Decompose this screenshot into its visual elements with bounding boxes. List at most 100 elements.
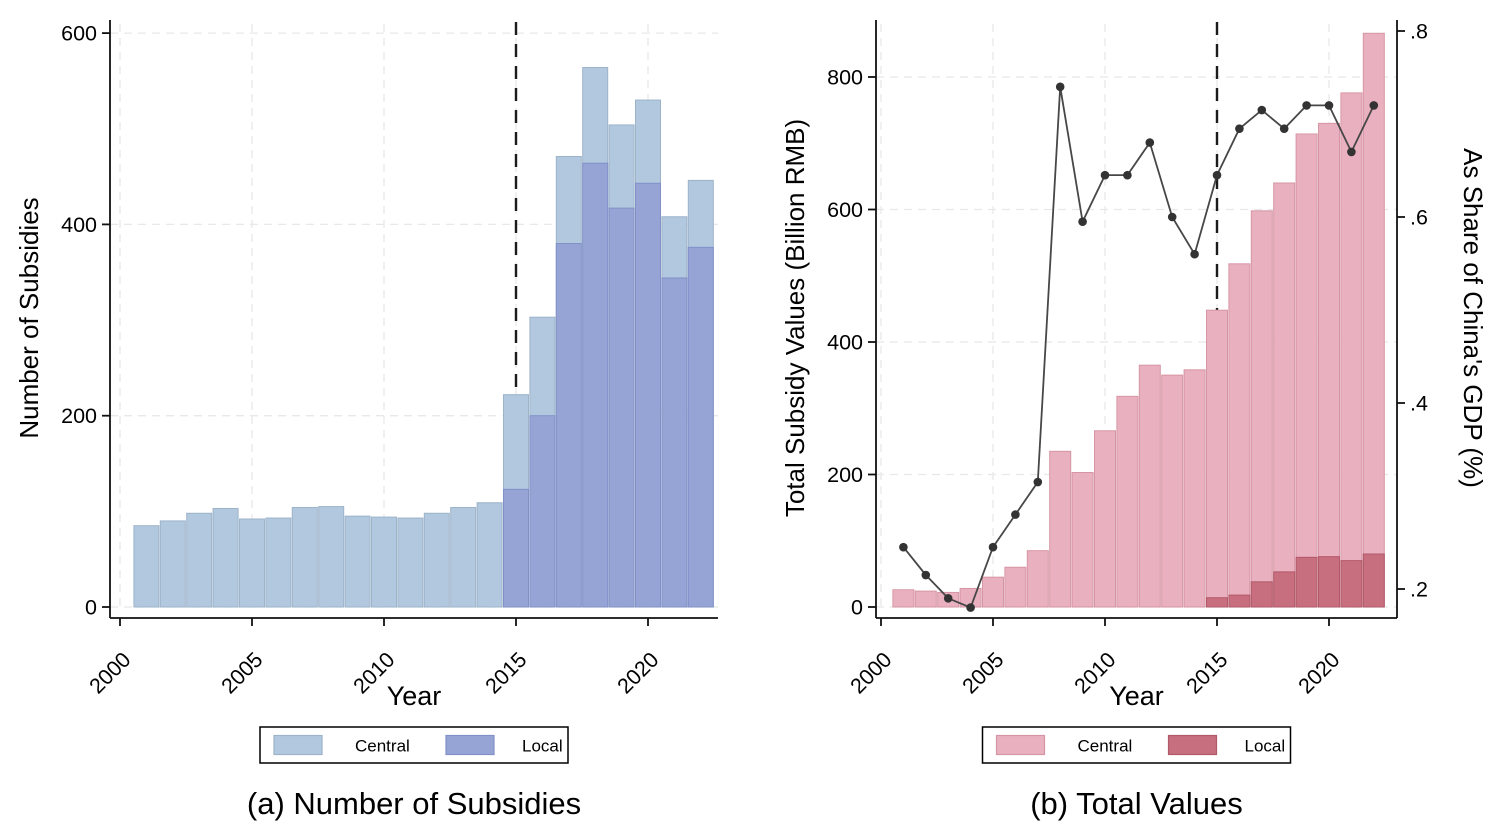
legend-label-local: Local [1245, 737, 1286, 756]
ytick-label: 400 [61, 213, 97, 237]
legend-label-central: Central [1078, 737, 1133, 756]
gdp-share-dot-2004 [966, 603, 975, 612]
bar-local-2021 [1340, 560, 1363, 608]
bar-central-2012 [1138, 364, 1161, 608]
ytick-label: 600 [61, 22, 97, 46]
ytick-label: 800 [827, 66, 863, 90]
bar-central-2002 [159, 520, 186, 608]
gdp-share-dot-2011 [1123, 170, 1132, 180]
gdp-share-dot-2006 [1011, 510, 1020, 519]
gdp-share-dot-2022 [1369, 101, 1379, 110]
gdp-share-dot-2019 [1302, 101, 1311, 110]
legend-label-local: Local [522, 737, 563, 756]
gdp-share-dot-2007 [1033, 477, 1043, 487]
ytick-label: 0 [85, 596, 97, 620]
xtick-label: 2000 [846, 648, 897, 699]
bar-central-2010 [371, 516, 397, 608]
ytick-label: 400 [827, 331, 863, 355]
panel-a-bars-local [503, 162, 714, 608]
bar-central-2003 [186, 512, 213, 608]
gdp-share-dot-2014 [1190, 249, 1199, 259]
xtick-label: 2015 [1182, 648, 1233, 699]
bar-central-2001 [133, 525, 160, 608]
xtick-label: 2020 [613, 648, 664, 699]
yaxis-right-title: As Share of China's GDP (%) [1458, 148, 1488, 488]
gdp-share-dot-2020 [1324, 101, 1334, 110]
bar-central-2020 [1318, 122, 1340, 608]
ytick-label: 600 [827, 198, 863, 222]
gdp-share-line [899, 82, 1379, 612]
gdp-share-dot-2001 [899, 542, 908, 552]
bar-central-2016 [1228, 263, 1251, 608]
bar-central-2008 [318, 506, 345, 608]
gdp-share-dot-2017 [1257, 105, 1267, 115]
gdp-share-dot-2012 [1145, 138, 1155, 147]
gdp-share-dot-2021 [1347, 147, 1356, 157]
gdp-share-dot-2005 [988, 542, 998, 552]
ytick-label: 200 [827, 463, 863, 487]
bar-central-2008 [1049, 450, 1072, 608]
bar-local-2015 [1206, 597, 1228, 608]
bar-central-2014 [1183, 369, 1206, 608]
bar-central-2006 [1004, 566, 1027, 608]
xtick-label: 2005 [217, 648, 268, 699]
bar-central-2005 [982, 576, 1004, 608]
bar-local-2020 [635, 182, 661, 608]
gdp-share-dot-2018 [1279, 124, 1289, 133]
xtick-label: 2015 [481, 648, 532, 699]
bar-central-2007 [291, 507, 318, 608]
bar-central-2005 [239, 518, 265, 608]
bar-central-2007 [1026, 550, 1049, 608]
xaxis-title-b: Year [1109, 681, 1164, 711]
ytick-right-label: .4 [1410, 392, 1428, 416]
bar-local-2016 [529, 415, 556, 608]
ytick-label: 0 [851, 596, 863, 620]
bar-local-2021 [661, 277, 688, 608]
gdp-share-dot-2008 [1055, 82, 1065, 92]
bar-central-2017 [1250, 210, 1273, 608]
gdp-share-dot-2002 [921, 570, 931, 580]
bar-central-2009 [1071, 472, 1094, 608]
bar-central-2010 [1094, 430, 1116, 608]
panel-b-bars-central [892, 32, 1385, 608]
bar-central-2018 [1273, 182, 1296, 608]
bar-local-2015 [503, 488, 529, 608]
bar-local-2020 [1318, 556, 1340, 608]
xtick-label: 2000 [85, 648, 136, 699]
legend-b: Central Local [981, 726, 1292, 764]
bar-central-2011 [397, 517, 424, 608]
ytick-right-label: .6 [1410, 206, 1428, 230]
gdp-share-dot-2009 [1078, 217, 1087, 226]
bar-central-2004 [212, 507, 239, 608]
yaxis-title-b: Total Subsidy Values (Billion RMB) [780, 119, 810, 517]
gdp-share-dot-2016 [1235, 124, 1244, 133]
bar-local-2017 [1250, 581, 1273, 608]
xaxis-title-a: Year [387, 681, 442, 711]
bar-local-2017 [555, 243, 582, 608]
panel-b-bars-local [1206, 553, 1385, 608]
bar-central-2013 [1161, 374, 1184, 608]
gdp-share-dot-2013 [1167, 212, 1177, 222]
bar-local-2018 [582, 162, 609, 608]
bar-central-2002 [914, 590, 937, 608]
ytick-right-label: .8 [1410, 20, 1428, 44]
bar-local-2016 [1228, 594, 1251, 608]
bar-central-2006 [265, 517, 292, 608]
caption-b: (b) Total Values [1030, 786, 1243, 821]
xtick-label: 2020 [1294, 648, 1345, 699]
caption-a: (a) Number of Subsidies [247, 786, 581, 821]
bar-central-2011 [1116, 395, 1139, 608]
bar-local-2018 [1273, 571, 1296, 608]
bar-central-2021 [1340, 92, 1363, 608]
bar-local-2022 [1362, 553, 1385, 608]
bar-central-2012 [423, 512, 450, 608]
legend-swatch-local [1167, 734, 1218, 756]
yaxis-title-a: Number of Subsidies [14, 197, 44, 438]
ytick-right-label: .2 [1410, 578, 1428, 602]
legend-label-central: Central [355, 737, 410, 756]
